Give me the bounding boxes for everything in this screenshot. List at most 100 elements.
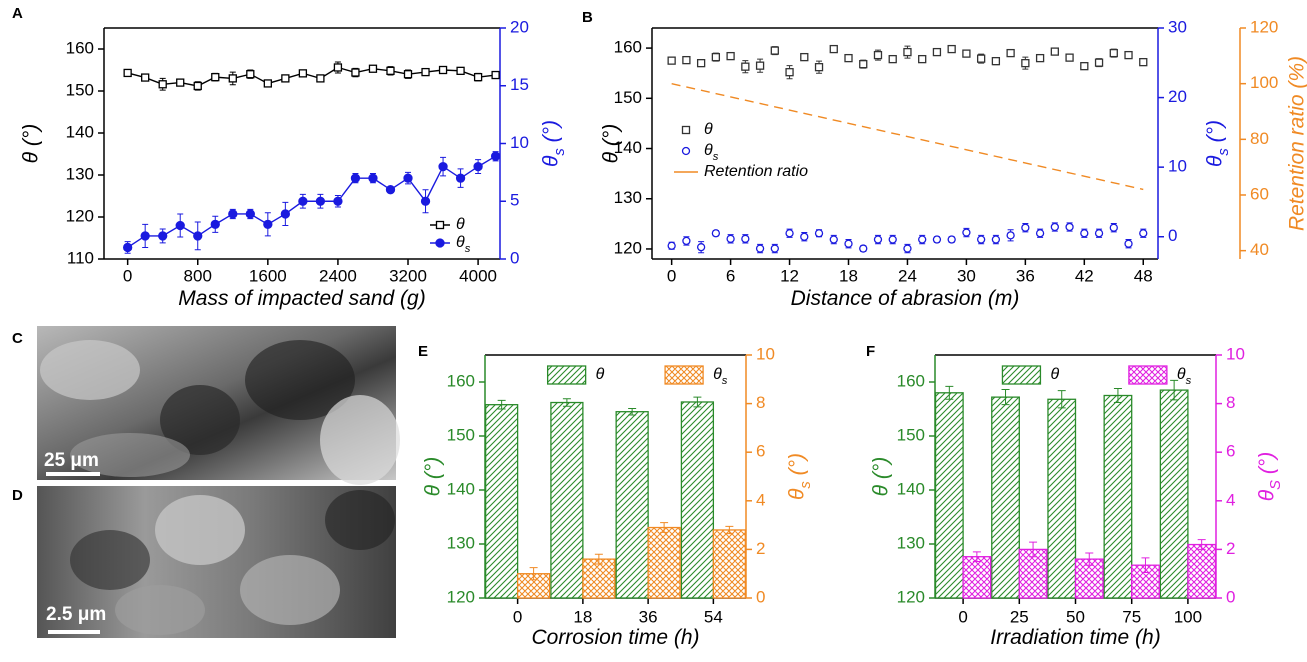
y2-axis-label: θs (°) [1204,120,1232,167]
y-tick-label: 150 [447,425,475,444]
bar [713,530,745,598]
page: {"chart_data": [ {"type": "line", "label… [0,0,1307,657]
marker [845,240,852,247]
marker [1051,223,1058,230]
marker [933,236,940,243]
marker [698,244,705,251]
x-tick-label: 50 [1066,607,1085,626]
y2-tick-label: 20 [1168,87,1187,106]
y2-tick-label: 10 [1168,157,1187,176]
x-tick-label: 42 [1075,266,1094,285]
marker [316,197,324,205]
y2-tick-label: 10 [510,133,529,152]
marker [816,230,823,237]
marker [889,236,896,243]
marker [860,245,867,252]
x-tick-label: 75 [1122,607,1141,626]
y-tick-label: 130 [447,533,475,552]
marker [978,236,985,243]
y-tick-label: 140 [66,122,94,141]
scale-bar-label: 25 μm [44,450,99,471]
marker [712,230,719,237]
panel-label: C [12,330,23,347]
x-axis-label: Corrosion time (h) [531,626,699,649]
x-axis-label: Distance of abrasion (m) [791,287,1020,310]
marker [334,64,341,71]
marker [801,233,808,240]
y-tick-label: 140 [897,479,925,498]
legend-label: Retention ratio [704,163,808,180]
marker [281,210,289,218]
bar [648,528,680,598]
marker [919,236,926,243]
marker [904,49,911,56]
marker [919,56,926,63]
y-axis-label: θ (°) [422,457,445,497]
marker [1096,59,1103,66]
x-tick-label: 3200 [389,266,427,285]
panel-label: F [866,343,875,360]
marker [786,230,793,237]
marker [904,245,911,252]
x-tick-label: 0 [513,607,522,626]
marker [475,74,482,81]
marker [334,197,342,205]
x-tick-label: 2400 [319,266,357,285]
legend-swatch [548,366,586,384]
x-tick-label: 0 [667,266,676,285]
marker [351,174,359,182]
y-tick-label: 120 [897,587,925,606]
marker [299,70,306,77]
marker [683,57,690,64]
marker [124,243,132,251]
marker [194,232,202,240]
x-tick-label: 0 [123,266,132,285]
bar [551,403,583,598]
marker [1096,230,1103,237]
marker [992,58,999,65]
marker [405,71,412,78]
marker [159,81,166,88]
y-tick-label: 120 [66,206,94,225]
marker [860,61,867,68]
y2-tick-label: 4 [756,490,765,509]
bar [486,405,518,598]
x-tick-label: 25 [1010,607,1029,626]
x-tick-label: 1600 [249,266,287,285]
marker [1110,50,1117,57]
y-axis-label: θ (°) [20,124,43,164]
x-tick-label: 800 [184,266,212,285]
legend-label: θs [713,366,728,387]
marker [404,174,412,182]
marker [212,74,219,81]
marker [757,245,764,252]
marker [229,75,236,82]
y-axis-label: θ (°) [600,124,623,164]
y-tick-label: 130 [614,188,642,207]
marker [830,46,837,53]
marker [229,210,237,218]
x-axis-label: Irradiation time (h) [990,626,1160,649]
marker [933,49,940,56]
marker [963,50,970,57]
x-tick-label: 36 [639,607,658,626]
marker [211,220,219,228]
legend-label: θ [1050,366,1059,383]
y3-tick-label: 60 [1250,184,1269,203]
marker [264,80,271,87]
marker [176,222,184,230]
panel-label: D [12,487,23,504]
marker [1110,224,1117,231]
y-tick-label: 150 [66,80,94,99]
legend-label: θ [456,216,465,233]
y2-tick-label: 2 [756,539,765,558]
marker [141,232,149,240]
marker [727,235,734,242]
marker [386,186,394,194]
marker [1007,50,1014,57]
bar [1048,399,1076,598]
bar [936,393,964,598]
y-tick-label: 150 [897,425,925,444]
marker [142,74,149,81]
y2-tick-label: 2 [1226,539,1235,558]
